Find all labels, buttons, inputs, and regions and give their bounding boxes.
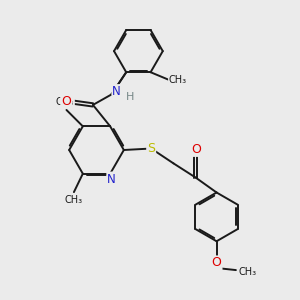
Text: CH₃: CH₃ xyxy=(65,195,83,206)
Text: CH₃: CH₃ xyxy=(238,267,256,277)
Text: N: N xyxy=(107,172,116,185)
Text: N: N xyxy=(112,85,121,98)
Text: O: O xyxy=(212,256,221,269)
Text: O: O xyxy=(61,95,71,108)
Text: CH₃: CH₃ xyxy=(56,97,74,106)
Text: H: H xyxy=(126,92,134,102)
Text: O: O xyxy=(191,143,201,156)
Text: CH₃: CH₃ xyxy=(169,75,187,85)
Text: S: S xyxy=(147,142,155,155)
